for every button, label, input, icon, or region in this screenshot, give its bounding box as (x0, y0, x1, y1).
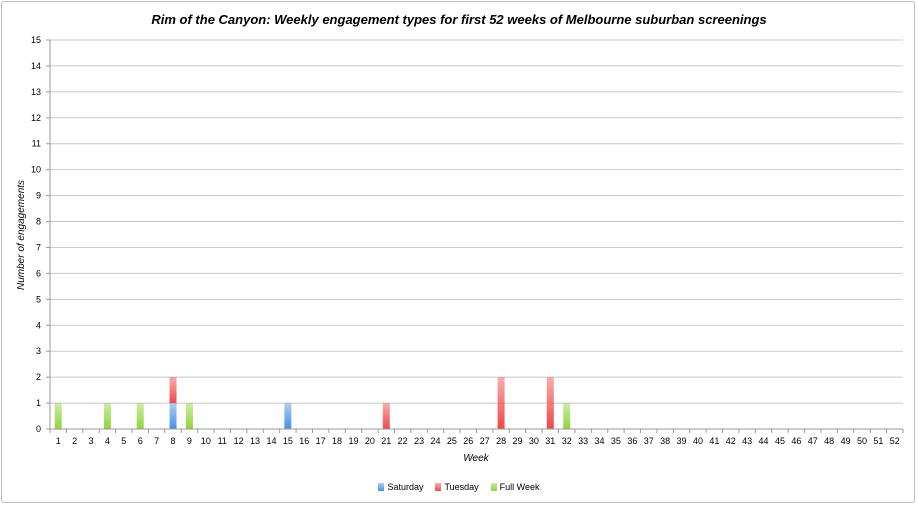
y-tick-label: 9 (36, 191, 41, 201)
x-tick-label: 41 (709, 436, 719, 446)
x-tick-label: 45 (775, 436, 785, 446)
x-tick-label: 36 (627, 436, 637, 446)
x-tick-label: 7 (154, 436, 159, 446)
legend-swatch (490, 483, 497, 491)
x-tick-label: 17 (316, 436, 326, 446)
legend-item: Tuesday (435, 482, 479, 492)
x-tick-label: 11 (218, 436, 227, 446)
bar-tuesday (546, 377, 554, 429)
y-tick-label: 10 (31, 165, 41, 175)
x-tick-label: 47 (808, 436, 818, 446)
legend-swatch (378, 483, 385, 491)
bar-full-week (103, 403, 111, 429)
legend-label: Saturday (387, 482, 424, 492)
x-tick-label: 23 (414, 436, 424, 446)
y-tick-label: 13 (31, 87, 41, 97)
x-tick-label: 15 (283, 436, 293, 446)
x-tick-label: 20 (365, 436, 375, 446)
y-tick-label: 14 (31, 61, 41, 71)
y-tick-label: 3 (36, 346, 41, 356)
y-tick-label: 15 (31, 35, 41, 45)
legend: Saturday Tuesday Full Week (0, 482, 918, 492)
x-tick-label: 49 (841, 436, 851, 446)
x-tick-label: 52 (890, 436, 900, 446)
x-tick-label: 19 (348, 436, 358, 446)
x-axis-label: Week (463, 453, 489, 464)
x-tick-label: 14 (266, 436, 276, 446)
bar-tuesday (382, 403, 390, 429)
x-tick-label: 33 (578, 436, 588, 446)
x-tick-label: 30 (529, 436, 539, 446)
x-tick-label: 51 (873, 436, 883, 446)
x-tick-label: 13 (250, 436, 260, 446)
y-tick-label: 2 (36, 372, 41, 382)
x-tick-label: 34 (595, 436, 605, 446)
y-tick-label: 1 (36, 398, 41, 408)
bar-full-week (563, 403, 571, 429)
x-tick-label: 26 (463, 436, 473, 446)
x-tick-label: 37 (644, 436, 654, 446)
legend-label: Tuesday (444, 482, 479, 492)
x-tick-label: 1 (56, 436, 61, 446)
bar-saturday (284, 403, 292, 429)
x-tick-label: 39 (677, 436, 687, 446)
x-tick-label: 6 (138, 436, 143, 446)
y-tick-label: 11 (32, 139, 41, 149)
x-tick-label: 8 (171, 436, 176, 446)
x-tick-label: 22 (398, 436, 408, 446)
x-tick-label: 29 (513, 436, 523, 446)
x-tick-label: 46 (791, 436, 801, 446)
bar-full-week (54, 403, 62, 429)
legend-swatch (435, 483, 442, 491)
x-tick-label: 12 (234, 436, 244, 446)
x-tick-label: 31 (545, 436, 555, 446)
x-tick-label: 5 (121, 436, 126, 446)
x-tick-label: 40 (693, 436, 703, 446)
x-tick-label: 48 (824, 436, 834, 446)
y-tick-label: 0 (36, 424, 41, 434)
y-tick-label: 5 (36, 294, 41, 304)
y-axis-label: Number of engagements (16, 180, 27, 290)
x-tick-label: 21 (381, 436, 391, 446)
x-tick-label: 16 (299, 436, 309, 446)
legend-item: Saturday (378, 482, 423, 492)
x-tick-label: 50 (857, 436, 867, 446)
x-tick-label: 42 (726, 436, 736, 446)
x-tick-label: 3 (89, 436, 94, 446)
x-tick-label: 32 (562, 436, 572, 446)
x-tick-label: 2 (72, 436, 77, 446)
y-tick-label: 6 (36, 268, 41, 278)
bar-full-week (136, 403, 144, 429)
legend-label: Full Week (499, 482, 540, 492)
x-tick-label: 38 (660, 436, 670, 446)
x-tick-label: 43 (742, 436, 752, 446)
x-tick-label: 10 (201, 436, 211, 446)
x-tick-label: 28 (496, 436, 506, 446)
y-tick-label: 8 (36, 217, 41, 227)
x-tick-label: 4 (105, 436, 110, 446)
x-tick-label: 25 (447, 436, 457, 446)
chart-title: Rim of the Canyon: Weekly engagement typ… (151, 12, 767, 27)
x-tick-label: 35 (611, 436, 621, 446)
y-tick-label: 12 (31, 113, 41, 123)
bar-saturday (169, 403, 177, 429)
y-tick-label: 4 (36, 320, 41, 330)
bar-full-week (185, 403, 193, 429)
x-tick-label: 24 (430, 436, 440, 446)
x-tick-label: 18 (332, 436, 342, 446)
x-tick-label: 27 (480, 436, 490, 446)
y-tick-label: 7 (36, 242, 41, 252)
legend-item: Full Week (490, 482, 540, 492)
bar-tuesday (497, 377, 505, 429)
x-tick-label: 9 (187, 436, 192, 446)
bar-tuesday (169, 377, 177, 404)
x-tick-label: 44 (759, 436, 769, 446)
